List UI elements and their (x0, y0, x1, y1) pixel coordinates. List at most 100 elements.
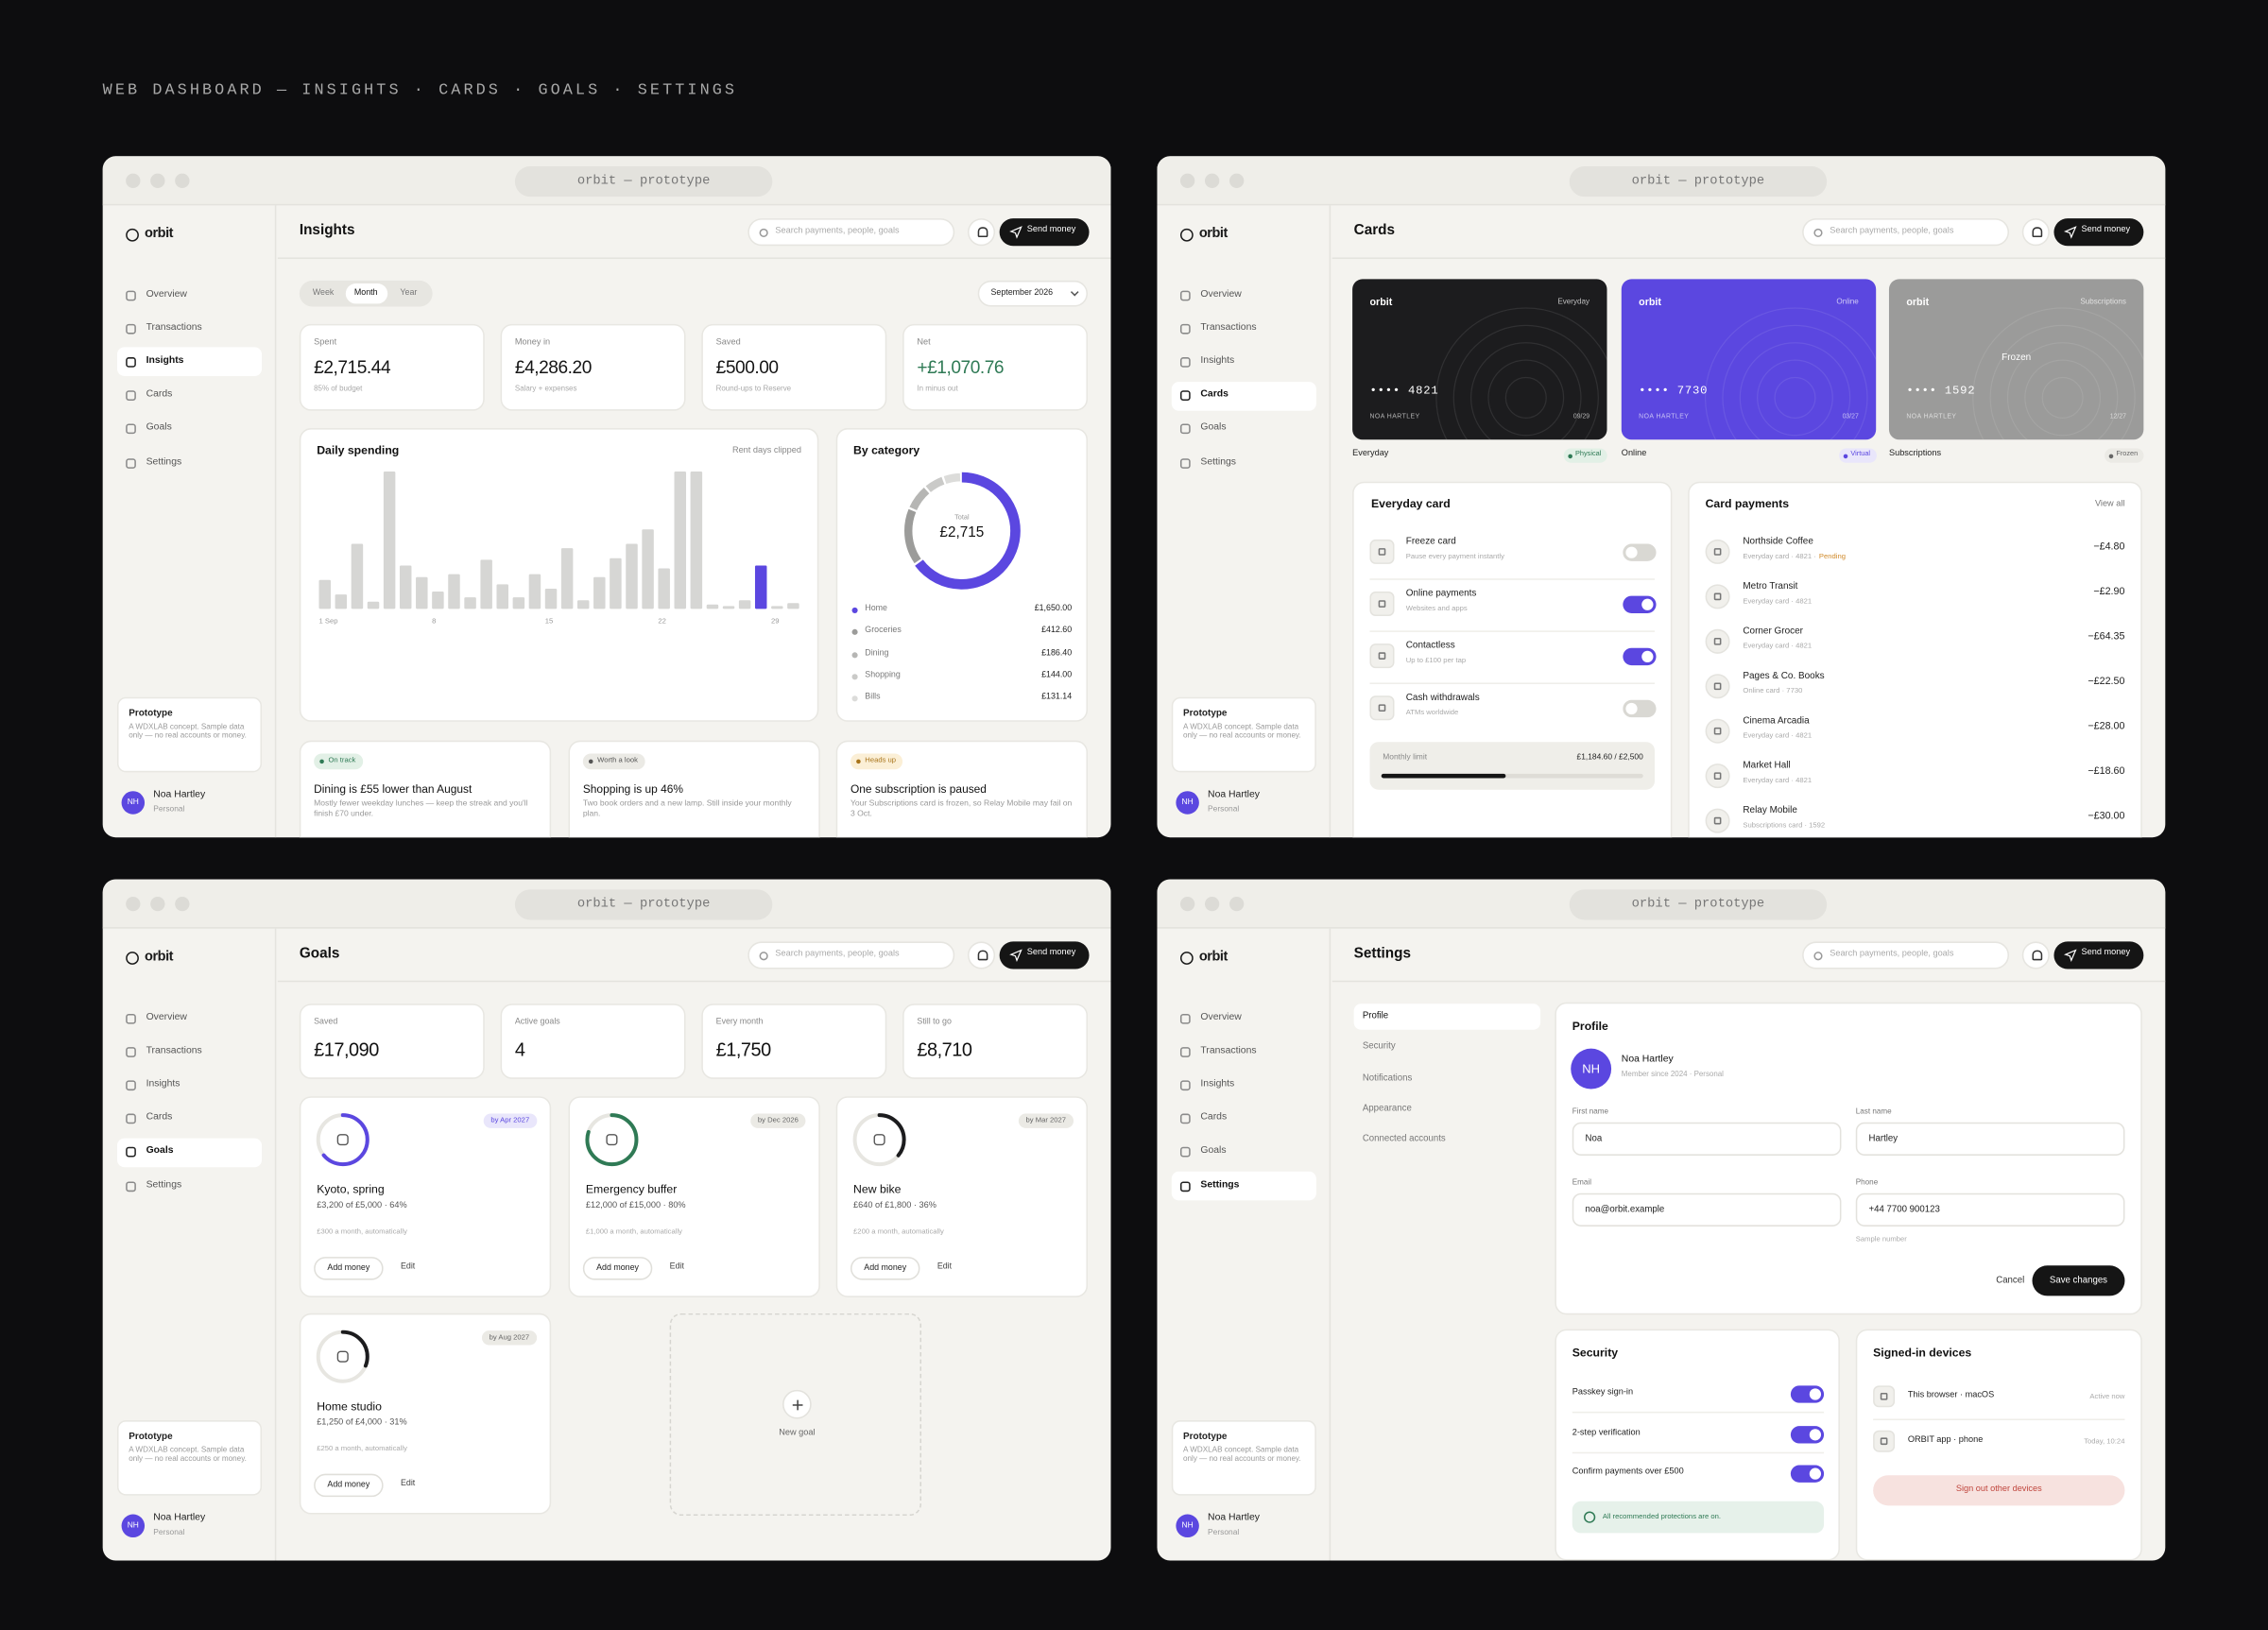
window-control[interactable] (126, 173, 141, 188)
settings-menu-item[interactable]: Connected accounts (1362, 1134, 1446, 1144)
notifications-button[interactable] (967, 941, 996, 969)
window-control[interactable] (1179, 896, 1195, 912)
save-button[interactable]: Save changes (2032, 1265, 2125, 1296)
nav-item[interactable]: Settings (1200, 1179, 1240, 1190)
window-control[interactable] (175, 173, 190, 188)
send-icon (2063, 226, 2077, 239)
input-value: +44 7700 900123 (1868, 1204, 1940, 1215)
window-control[interactable] (1204, 173, 1220, 188)
toggle[interactable] (1623, 595, 1657, 613)
stat-card (500, 323, 686, 411)
nav-icon (126, 1080, 136, 1090)
search-box[interactable]: Search payments, people, goals (1802, 218, 2010, 247)
text-input[interactable]: Hartley (1855, 1122, 2125, 1156)
nav-item[interactable]: Cards (1200, 1112, 1228, 1123)
edit-button[interactable]: Edit (936, 1262, 953, 1272)
text-input[interactable]: Noa (1572, 1122, 1842, 1156)
payment-card[interactable]: orbit Subscriptions Frozen •••• 1592 NOA HAR… (1888, 279, 2144, 440)
search-box[interactable]: Search payments, people, goals (747, 218, 955, 247)
nav-item[interactable]: Transactions (146, 1045, 202, 1055)
nav-item[interactable]: Goals (1200, 1145, 1227, 1157)
nav-item[interactable]: Transactions (146, 321, 202, 333)
nav-item[interactable]: Overview (1200, 288, 1242, 300)
donut: Total £2,715 (902, 472, 1021, 590)
nav-item[interactable]: Goals (146, 1145, 174, 1157)
payment-card[interactable]: orbit Online •••• 7730 NOA HARTLEY 03/27 (1621, 279, 1877, 440)
add-money-button[interactable]: Add money (314, 1257, 384, 1280)
settings-menu-item[interactable]: Appearance (1362, 1103, 1412, 1114)
nav-item[interactable]: Cards (1200, 388, 1228, 400)
window-control[interactable] (150, 896, 165, 912)
nav-item[interactable]: Cards (146, 388, 173, 400)
month-dropdown[interactable]: September 2026 (977, 280, 1089, 307)
nav-item[interactable]: Settings (146, 455, 182, 467)
nav-item[interactable]: Overview (1200, 1011, 1242, 1022)
window-control[interactable] (1229, 896, 1245, 912)
nav-item[interactable]: Insights (1200, 1078, 1235, 1090)
settings-menu-item[interactable]: Security (1362, 1041, 1396, 1053)
nav-item[interactable]: Goals (146, 422, 172, 434)
send-money-button[interactable]: Send money (999, 218, 1090, 247)
notifications-button[interactable] (967, 218, 996, 247)
send-money-button[interactable]: Send money (999, 941, 1090, 969)
period-option[interactable]: Month (345, 283, 387, 304)
settings-menu-item[interactable]: Notifications (1362, 1072, 1413, 1083)
card-ring (2024, 359, 2102, 437)
nav-item[interactable]: Settings (146, 1179, 182, 1190)
edit-button[interactable]: Edit (400, 1262, 416, 1272)
nav-item[interactable]: Settings (1200, 455, 1236, 467)
user-name: Noa Hartley (1208, 1513, 1260, 1523)
send-money-button[interactable]: Send money (2053, 218, 2144, 247)
stat-card (701, 323, 887, 411)
goal-progress: £1,250 of £4,000 · 31% (317, 1418, 407, 1428)
window-control[interactable] (1204, 896, 1220, 912)
send-money-button[interactable]: Send money (2053, 941, 2144, 969)
nav-item[interactable]: Cards (146, 1112, 173, 1123)
nav-item[interactable]: Insights (146, 355, 184, 367)
edit-button[interactable]: Edit (669, 1262, 684, 1272)
nav-item[interactable]: Insights (1200, 355, 1235, 367)
search-box[interactable]: Search payments, people, goals (1802, 941, 2010, 969)
toggle[interactable] (1623, 699, 1657, 718)
nav-item[interactable]: Overview (146, 288, 187, 300)
bar (528, 574, 541, 609)
add-money-button[interactable]: Add money (850, 1257, 920, 1280)
add-money-button[interactable]: Add money (314, 1473, 384, 1498)
window-control[interactable] (126, 896, 141, 912)
toggle[interactable] (1623, 543, 1657, 561)
cancel-button[interactable]: Cancel (1996, 1275, 2025, 1286)
period-option[interactable]: Year (400, 289, 418, 299)
nav-item[interactable]: Transactions (1200, 1045, 1257, 1055)
icon (1705, 539, 1730, 564)
text-input[interactable]: noa@orbit.example (1572, 1192, 1842, 1227)
new-goal-card[interactable]: New goal (669, 1313, 921, 1517)
text-input[interactable]: +44 7700 900123 (1855, 1192, 2125, 1227)
nav-item[interactable]: Overview (146, 1011, 187, 1022)
toggle[interactable] (1790, 1425, 1825, 1443)
window-control[interactable] (175, 896, 190, 912)
settings-menu-item[interactable]: Profile (1362, 1010, 1389, 1021)
goal-name: Kyoto, spring (317, 1183, 385, 1196)
payment-card[interactable]: orbit Everyday •••• 4821 NOA HARTLEY 09/29 (1352, 279, 1607, 440)
sign-out-button[interactable]: Sign out other devices (1873, 1475, 2125, 1506)
view-all-link[interactable]: View all (2094, 500, 2125, 509)
nav-item[interactable]: Transactions (1200, 321, 1257, 333)
window-control[interactable] (1229, 173, 1245, 188)
notifications-button[interactable] (2021, 941, 2050, 969)
edit-button[interactable]: Edit (400, 1479, 416, 1488)
nav-icon (1179, 423, 1191, 435)
nav-item[interactable]: Goals (1200, 422, 1227, 434)
toggle[interactable] (1790, 1385, 1825, 1403)
toggle[interactable] (1790, 1465, 1825, 1483)
notifications-button[interactable] (2021, 218, 2050, 247)
period-option[interactable]: Week (312, 289, 335, 299)
add-money-button[interactable]: Add money (582, 1257, 653, 1280)
search-box[interactable]: Search payments, people, goals (747, 941, 955, 969)
window-control[interactable] (150, 173, 165, 188)
nav-item[interactable]: Insights (146, 1078, 180, 1090)
toggle[interactable] (1623, 647, 1657, 666)
search-icon (759, 228, 768, 238)
bar (383, 471, 396, 609)
window-control[interactable] (1179, 173, 1195, 188)
goal-card (299, 1313, 552, 1515)
